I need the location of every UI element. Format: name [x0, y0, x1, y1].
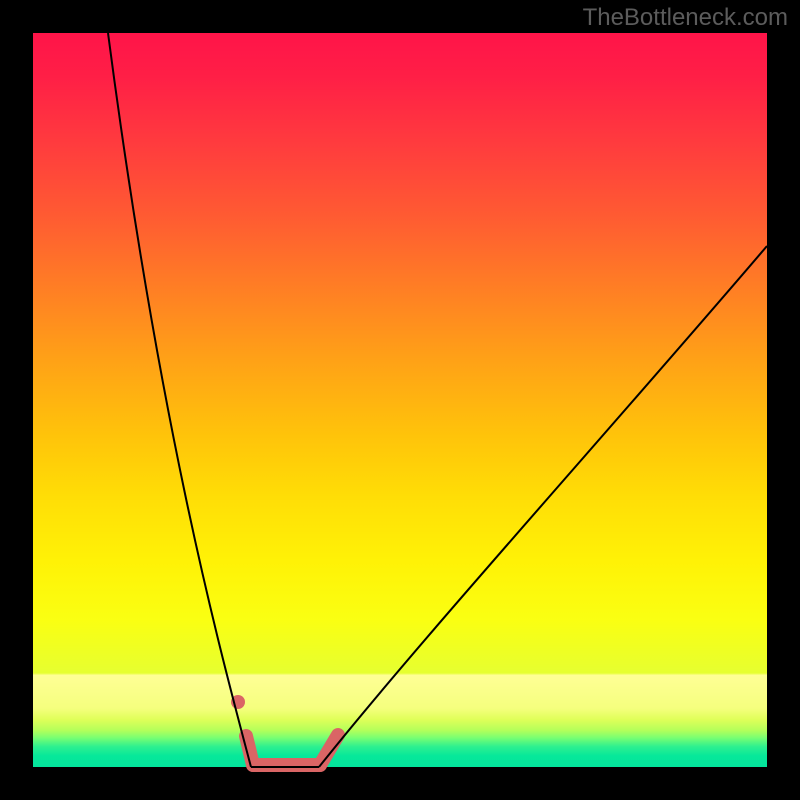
bottleneck-chart [0, 0, 800, 800]
plot-background [33, 33, 767, 767]
watermark-text: TheBottleneck.com [583, 4, 788, 32]
chart-frame: TheBottleneck.com [0, 0, 800, 800]
